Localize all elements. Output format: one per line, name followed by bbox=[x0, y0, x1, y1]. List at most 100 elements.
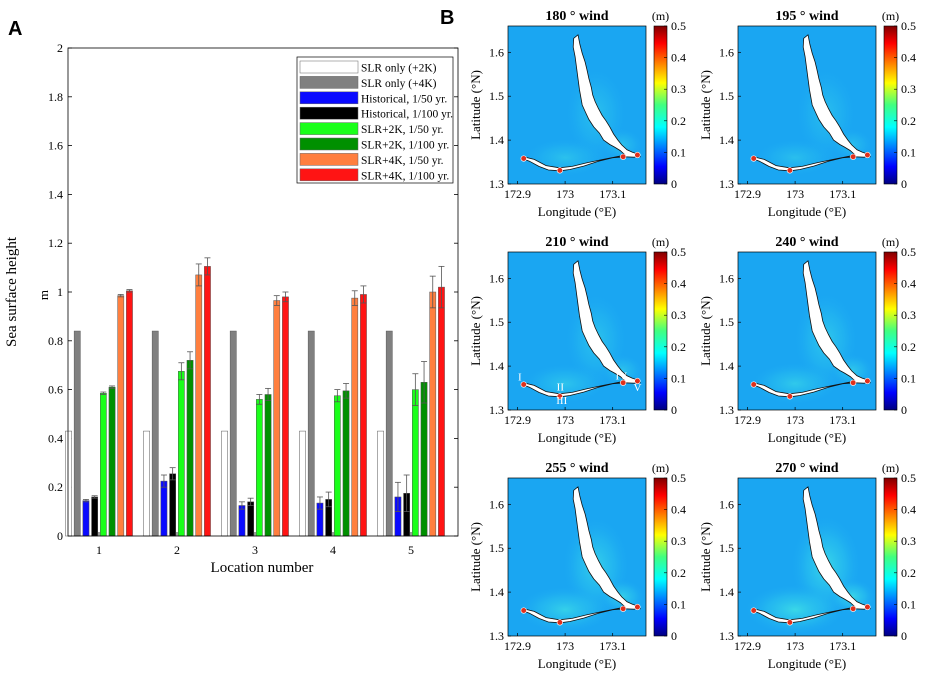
location-marker bbox=[850, 379, 857, 386]
y-tick-label: 1.4 bbox=[719, 585, 734, 599]
legend-swatch bbox=[299, 106, 359, 120]
y-tick-label: 1.6 bbox=[719, 497, 734, 511]
y-tick-label: 1.6 bbox=[489, 497, 504, 511]
bar bbox=[420, 382, 428, 537]
island-shape bbox=[521, 260, 641, 398]
location-marker bbox=[556, 619, 563, 626]
y-tick-label: 1.4 bbox=[489, 359, 504, 373]
bar bbox=[204, 266, 211, 537]
colorbar-unit: (m) bbox=[652, 461, 669, 475]
y-tick-label: 1.4 bbox=[489, 133, 504, 147]
y-tick-label: 1.3 bbox=[489, 629, 504, 643]
y-tick-label: 1.5 bbox=[489, 315, 504, 329]
y-tick-label: 2 bbox=[57, 41, 63, 55]
map-title: 240 ° wind bbox=[775, 235, 838, 250]
y-tick-label: 1.5 bbox=[489, 89, 504, 103]
x-tick-label: 2 bbox=[174, 543, 180, 557]
map-ylabel: Latitude (°N) bbox=[468, 522, 483, 592]
x-tick-label: 173 bbox=[556, 187, 574, 201]
y-tick-label: 1.6 bbox=[719, 271, 734, 285]
legend-swatch bbox=[299, 60, 359, 74]
bar bbox=[412, 389, 419, 537]
bar bbox=[65, 430, 72, 537]
bar bbox=[221, 430, 228, 537]
location-marker bbox=[864, 151, 871, 159]
legend-entry: SLR only (+2K) bbox=[361, 63, 437, 75]
map-frame bbox=[737, 251, 877, 411]
colorbar-tick-label: 0.2 bbox=[671, 114, 686, 128]
colorbar-tick-label: 0.4 bbox=[901, 51, 916, 65]
y-tick-label: 1.6 bbox=[489, 45, 504, 59]
location-marker bbox=[634, 151, 641, 159]
map-panel: 255 ° wind 172.9 173 173.1 1.3 1.4 1.5 1.6 Longi… bbox=[468, 461, 686, 671]
bar bbox=[351, 297, 359, 537]
colorbar-unit: (m) bbox=[882, 9, 899, 23]
bar bbox=[195, 274, 203, 537]
shallow-zone bbox=[749, 361, 841, 406]
bar bbox=[82, 500, 90, 537]
colorbar-tick-label: 0.5 bbox=[671, 245, 686, 259]
colorbar-tick-label: 0.1 bbox=[901, 371, 916, 385]
bar bbox=[238, 505, 246, 537]
map-title: 180 ° wind bbox=[545, 9, 608, 24]
bar bbox=[429, 291, 437, 537]
bar bbox=[143, 430, 150, 537]
colorbar-tick-label: 0.2 bbox=[901, 566, 916, 580]
bar bbox=[334, 395, 341, 537]
bar bbox=[126, 290, 133, 537]
y-tick-label: 1.5 bbox=[719, 89, 734, 103]
location-label: I bbox=[518, 372, 522, 384]
colorbar-tick-label: 0.5 bbox=[901, 471, 916, 485]
colorbar-tick-label: 0.2 bbox=[901, 340, 916, 354]
shallow-zone bbox=[754, 138, 837, 177]
x-tick-label: 1 bbox=[96, 543, 102, 557]
x-tick-label: 172.9 bbox=[504, 413, 531, 427]
x-tick-label: 173.1 bbox=[599, 639, 626, 653]
legend-swatch bbox=[299, 91, 359, 105]
y-tick-label: 1.4 bbox=[489, 585, 504, 599]
colorbar-tick-label: 0.3 bbox=[901, 308, 916, 322]
y-tick-label: 1.5 bbox=[489, 541, 504, 555]
panel-b-letter: B bbox=[440, 7, 454, 29]
map-panel: 210 ° wind 172.9 173 173.1 1.3 1.4 1.5 1.6 Longi… bbox=[468, 235, 686, 445]
legend-entry: Historical, 1/50 yr. bbox=[361, 93, 447, 105]
x-tick-label: 172.9 bbox=[504, 639, 531, 653]
map-panel: 195 ° wind 172.9 173 173.1 1.3 1.4 1.5 1.6 Longi… bbox=[698, 9, 916, 219]
colorbar bbox=[883, 477, 898, 637]
colorbar-tick-label: 0.4 bbox=[671, 51, 686, 65]
location-marker bbox=[786, 167, 793, 174]
map-panel: 180 ° wind 172.9 173 173.1 1.3 1.4 1.5 1.6 Longi… bbox=[468, 9, 686, 219]
colorbar-tick-label: 0.4 bbox=[901, 277, 916, 291]
bar bbox=[186, 360, 194, 537]
colorbar-tick-label: 0.4 bbox=[671, 503, 686, 517]
map-title: 270 ° wind bbox=[775, 461, 838, 476]
x-tick-label: 173.1 bbox=[599, 187, 626, 201]
colorbar-tick-label: 0.5 bbox=[901, 245, 916, 259]
bar bbox=[299, 430, 306, 537]
x-tick-label: 172.9 bbox=[734, 639, 761, 653]
location-marker bbox=[620, 153, 627, 160]
location-marker bbox=[864, 377, 871, 385]
colorbar bbox=[883, 251, 898, 411]
bar bbox=[360, 294, 367, 537]
bar bbox=[438, 286, 445, 537]
bar bbox=[91, 496, 99, 537]
y-tick-label: 1.6 bbox=[719, 45, 734, 59]
map-frame bbox=[737, 25, 877, 185]
y-tick-label: 1.5 bbox=[719, 315, 734, 329]
island-shape bbox=[751, 34, 871, 172]
colorbar-tick-label: 0.3 bbox=[671, 534, 686, 548]
bar-chart-xlabel: Location number bbox=[211, 560, 314, 576]
y-tick-label: 0.8 bbox=[48, 334, 63, 348]
colorbar-tick-label: 0.1 bbox=[901, 597, 916, 611]
map-title: 195 ° wind bbox=[775, 9, 838, 24]
x-tick-label: 173.1 bbox=[829, 187, 856, 201]
island-shape bbox=[751, 260, 871, 398]
bar-chart-ylabel: Sea surface height bbox=[4, 236, 20, 347]
colorbar-tick-label: 0.3 bbox=[901, 82, 916, 96]
legend-entry: SLR+4K, 1/100 yr. bbox=[361, 170, 449, 182]
colorbar-tick-label: 0.1 bbox=[671, 145, 686, 159]
colorbar-tick-label: 0.5 bbox=[671, 471, 686, 485]
map-panel: 240 ° wind 172.9 173 173.1 1.3 1.4 1.5 1.6 Longi… bbox=[698, 235, 916, 445]
